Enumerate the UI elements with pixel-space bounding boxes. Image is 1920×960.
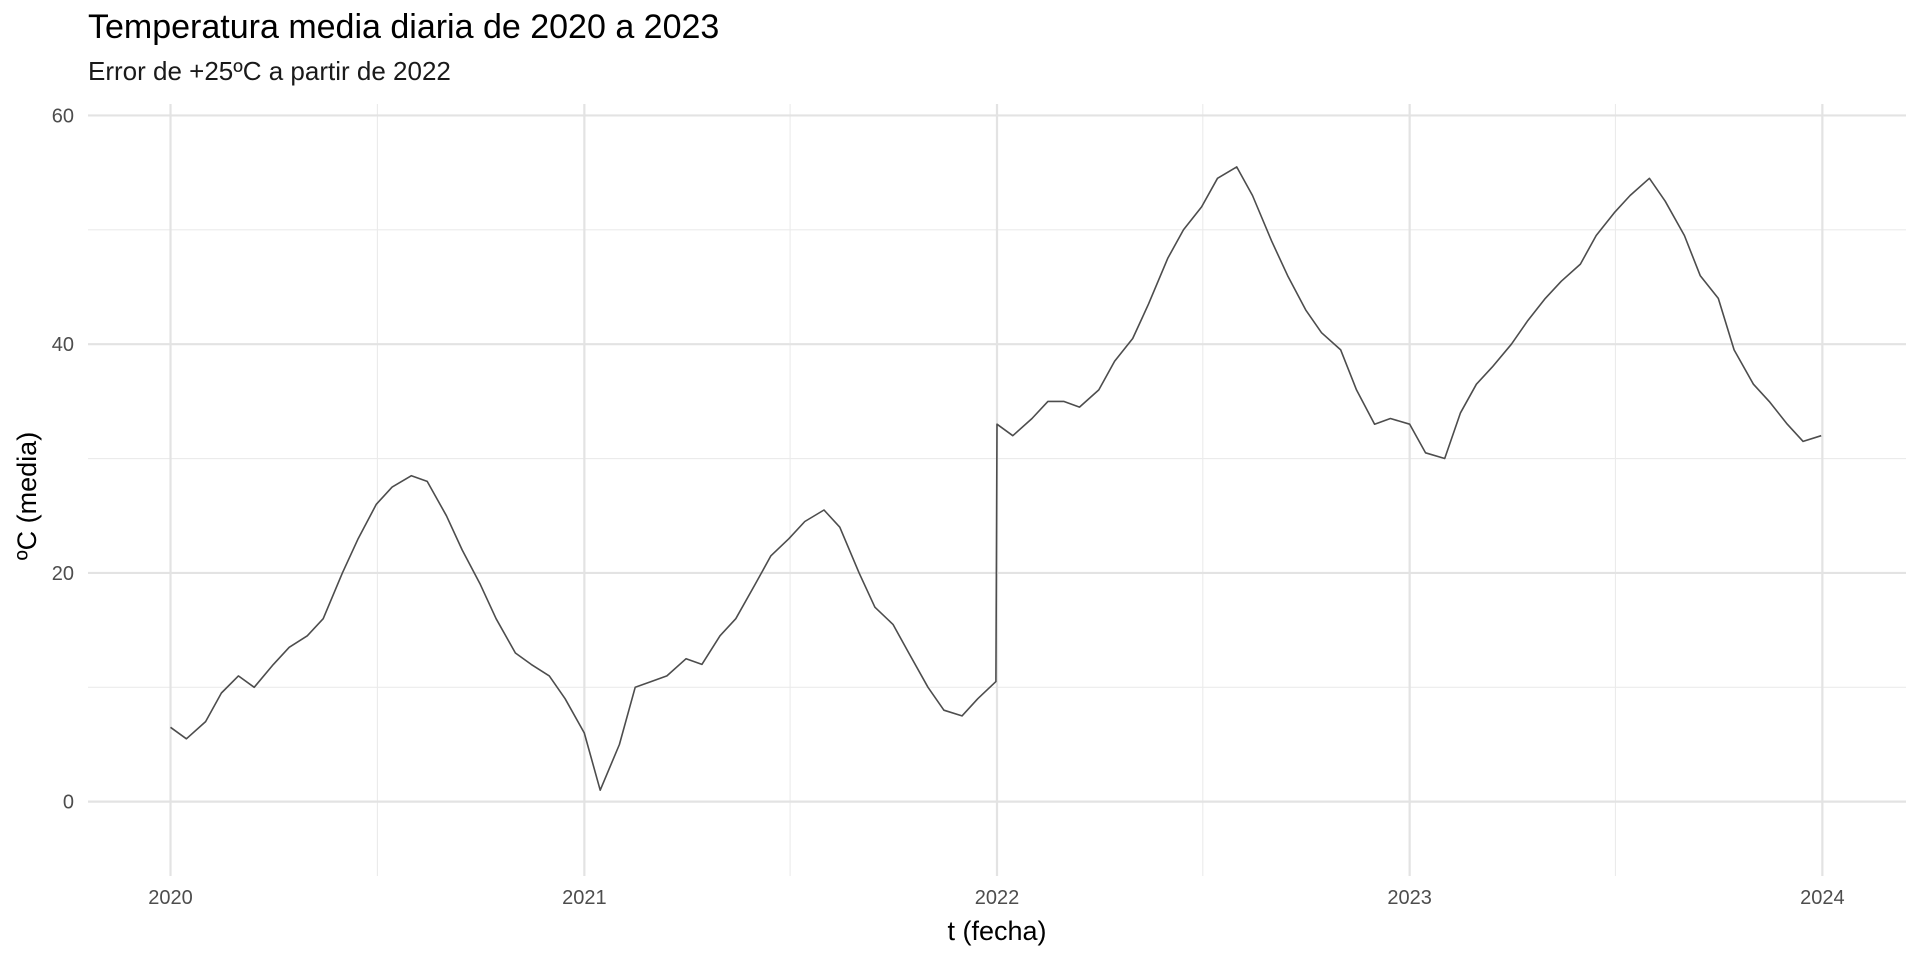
y-tick-label: 0 (63, 792, 74, 814)
temperature-series-line (170, 166, 1822, 791)
x-axis-ticks: 2020 2021 2022 2023 2024 (148, 887, 1844, 909)
x-tick-label: 2024 (1800, 887, 1845, 909)
x-tick-label: 2023 (1387, 887, 1432, 909)
y-tick-label: 60 (52, 105, 74, 127)
x-tick-label: 2022 (975, 887, 1020, 909)
y-axis-ticks: 0 20 40 60 (52, 105, 74, 813)
chart-subtitle: Error de +25ºC a partir de 2022 (88, 56, 451, 86)
chart-title: Temperatura media diaria de 2020 a 2023 (88, 8, 720, 46)
y-tick-label: 40 (52, 334, 74, 356)
x-tick-label: 2021 (562, 887, 607, 909)
y-axis-title: ºC (media) (12, 432, 42, 560)
grid-lines (88, 104, 1906, 876)
x-tick-label: 2020 (148, 887, 193, 909)
y-tick-label: 20 (52, 563, 74, 585)
x-axis-title: t (fecha) (947, 916, 1046, 946)
